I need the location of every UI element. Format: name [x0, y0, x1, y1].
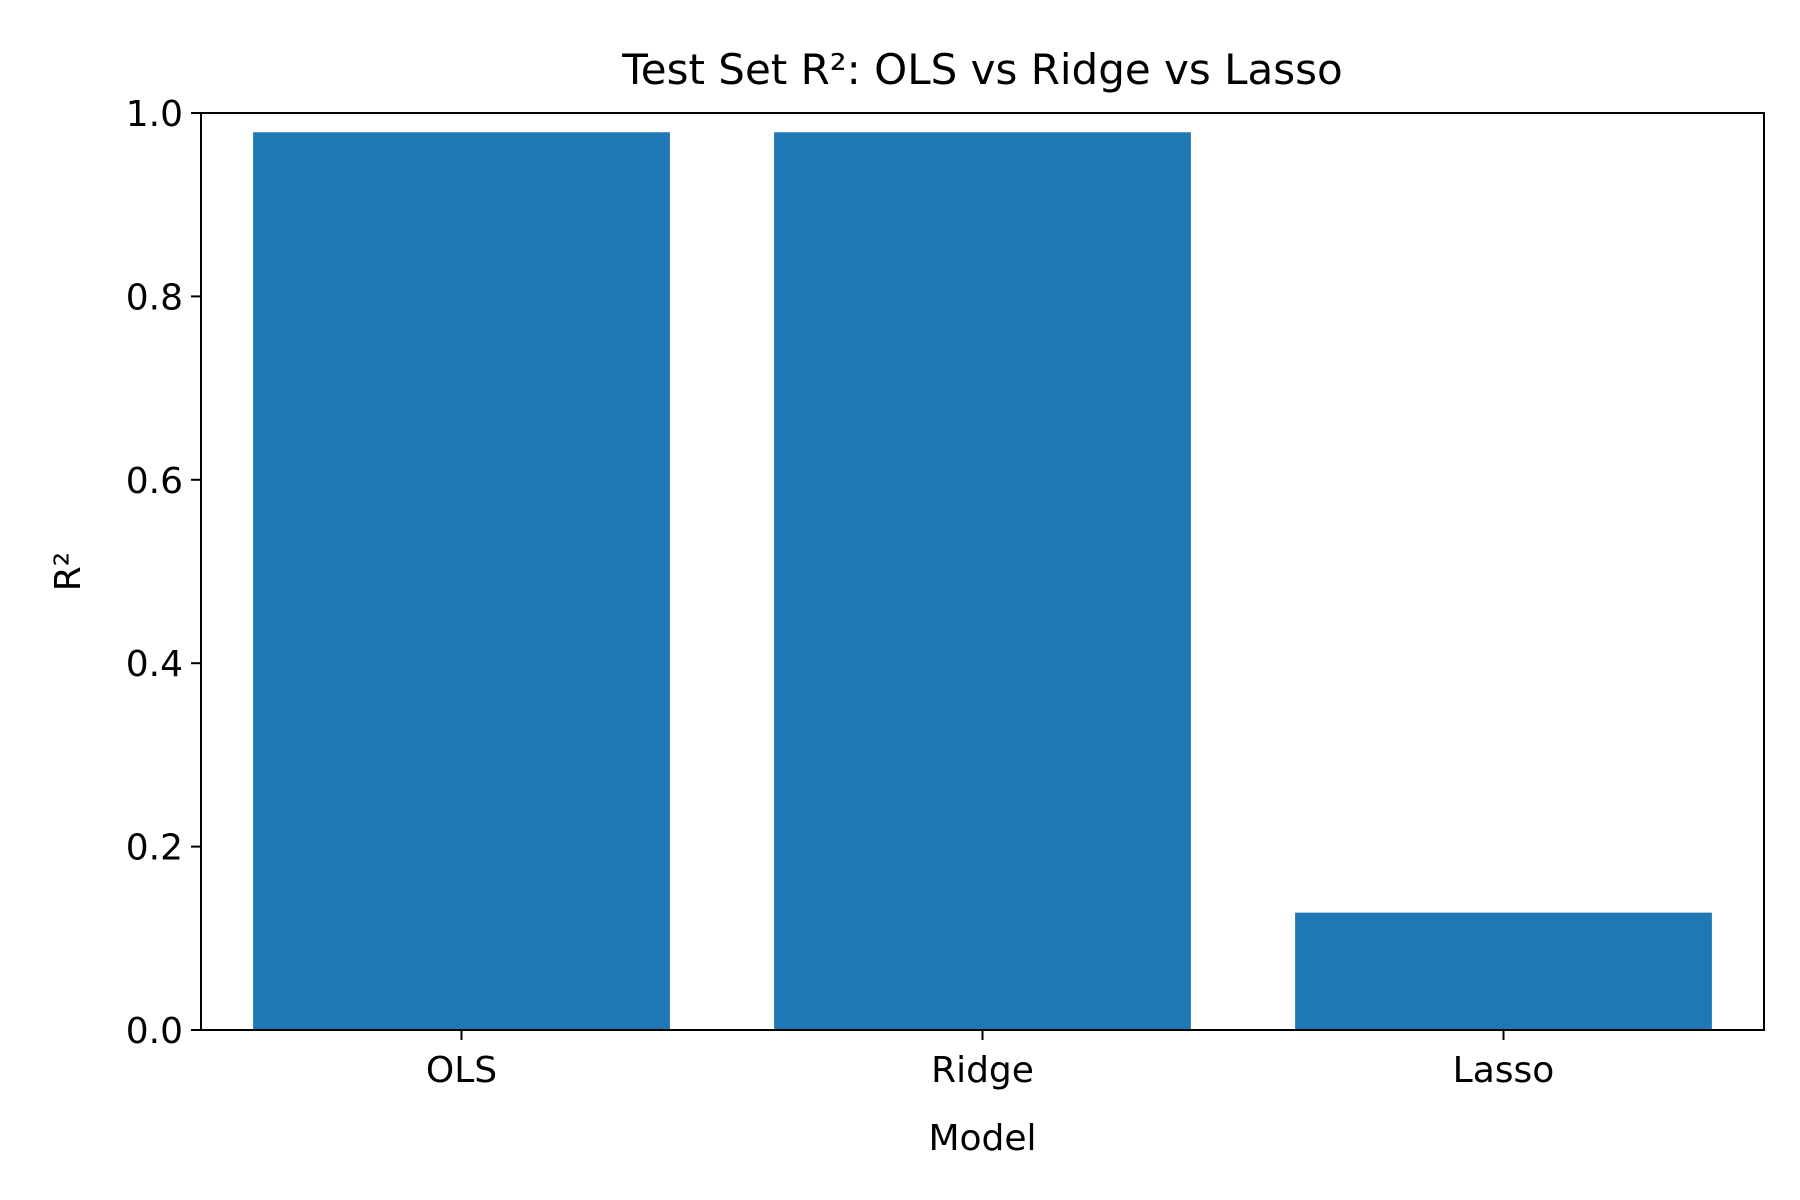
bar-ridge	[774, 132, 1191, 1030]
x-axis-label: Model	[928, 1118, 1036, 1159]
y-axis-label: R²	[48, 552, 89, 591]
bar-lasso	[1295, 912, 1712, 1030]
y-tick-label-0-6: 0.6	[126, 461, 183, 502]
plot-frame	[200, 112, 1765, 1031]
y-tick-label-0-2: 0.2	[126, 828, 183, 869]
x-tick-label-ols: OLS	[426, 1050, 497, 1091]
y-tick-label-0-8: 0.8	[126, 277, 183, 318]
bar-ols	[253, 132, 670, 1030]
x-tick-label-lasso: Lasso	[1453, 1050, 1555, 1091]
y-tick-label-0-0: 0.0	[126, 1011, 183, 1052]
chart-title: Test Set R²: OLS vs Ridge vs Lasso	[621, 45, 1343, 94]
x-tick-label-ridge: Ridge	[931, 1050, 1034, 1091]
y-tick-label-0-4: 0.4	[126, 644, 183, 685]
ticks-layer: OLS Ridge Lasso 0.0 0.2 0.4 0.6 0.8 1.0	[126, 94, 1555, 1091]
y-tick-label-1-0: 1.0	[126, 94, 183, 135]
bars-layer	[253, 132, 1712, 1030]
